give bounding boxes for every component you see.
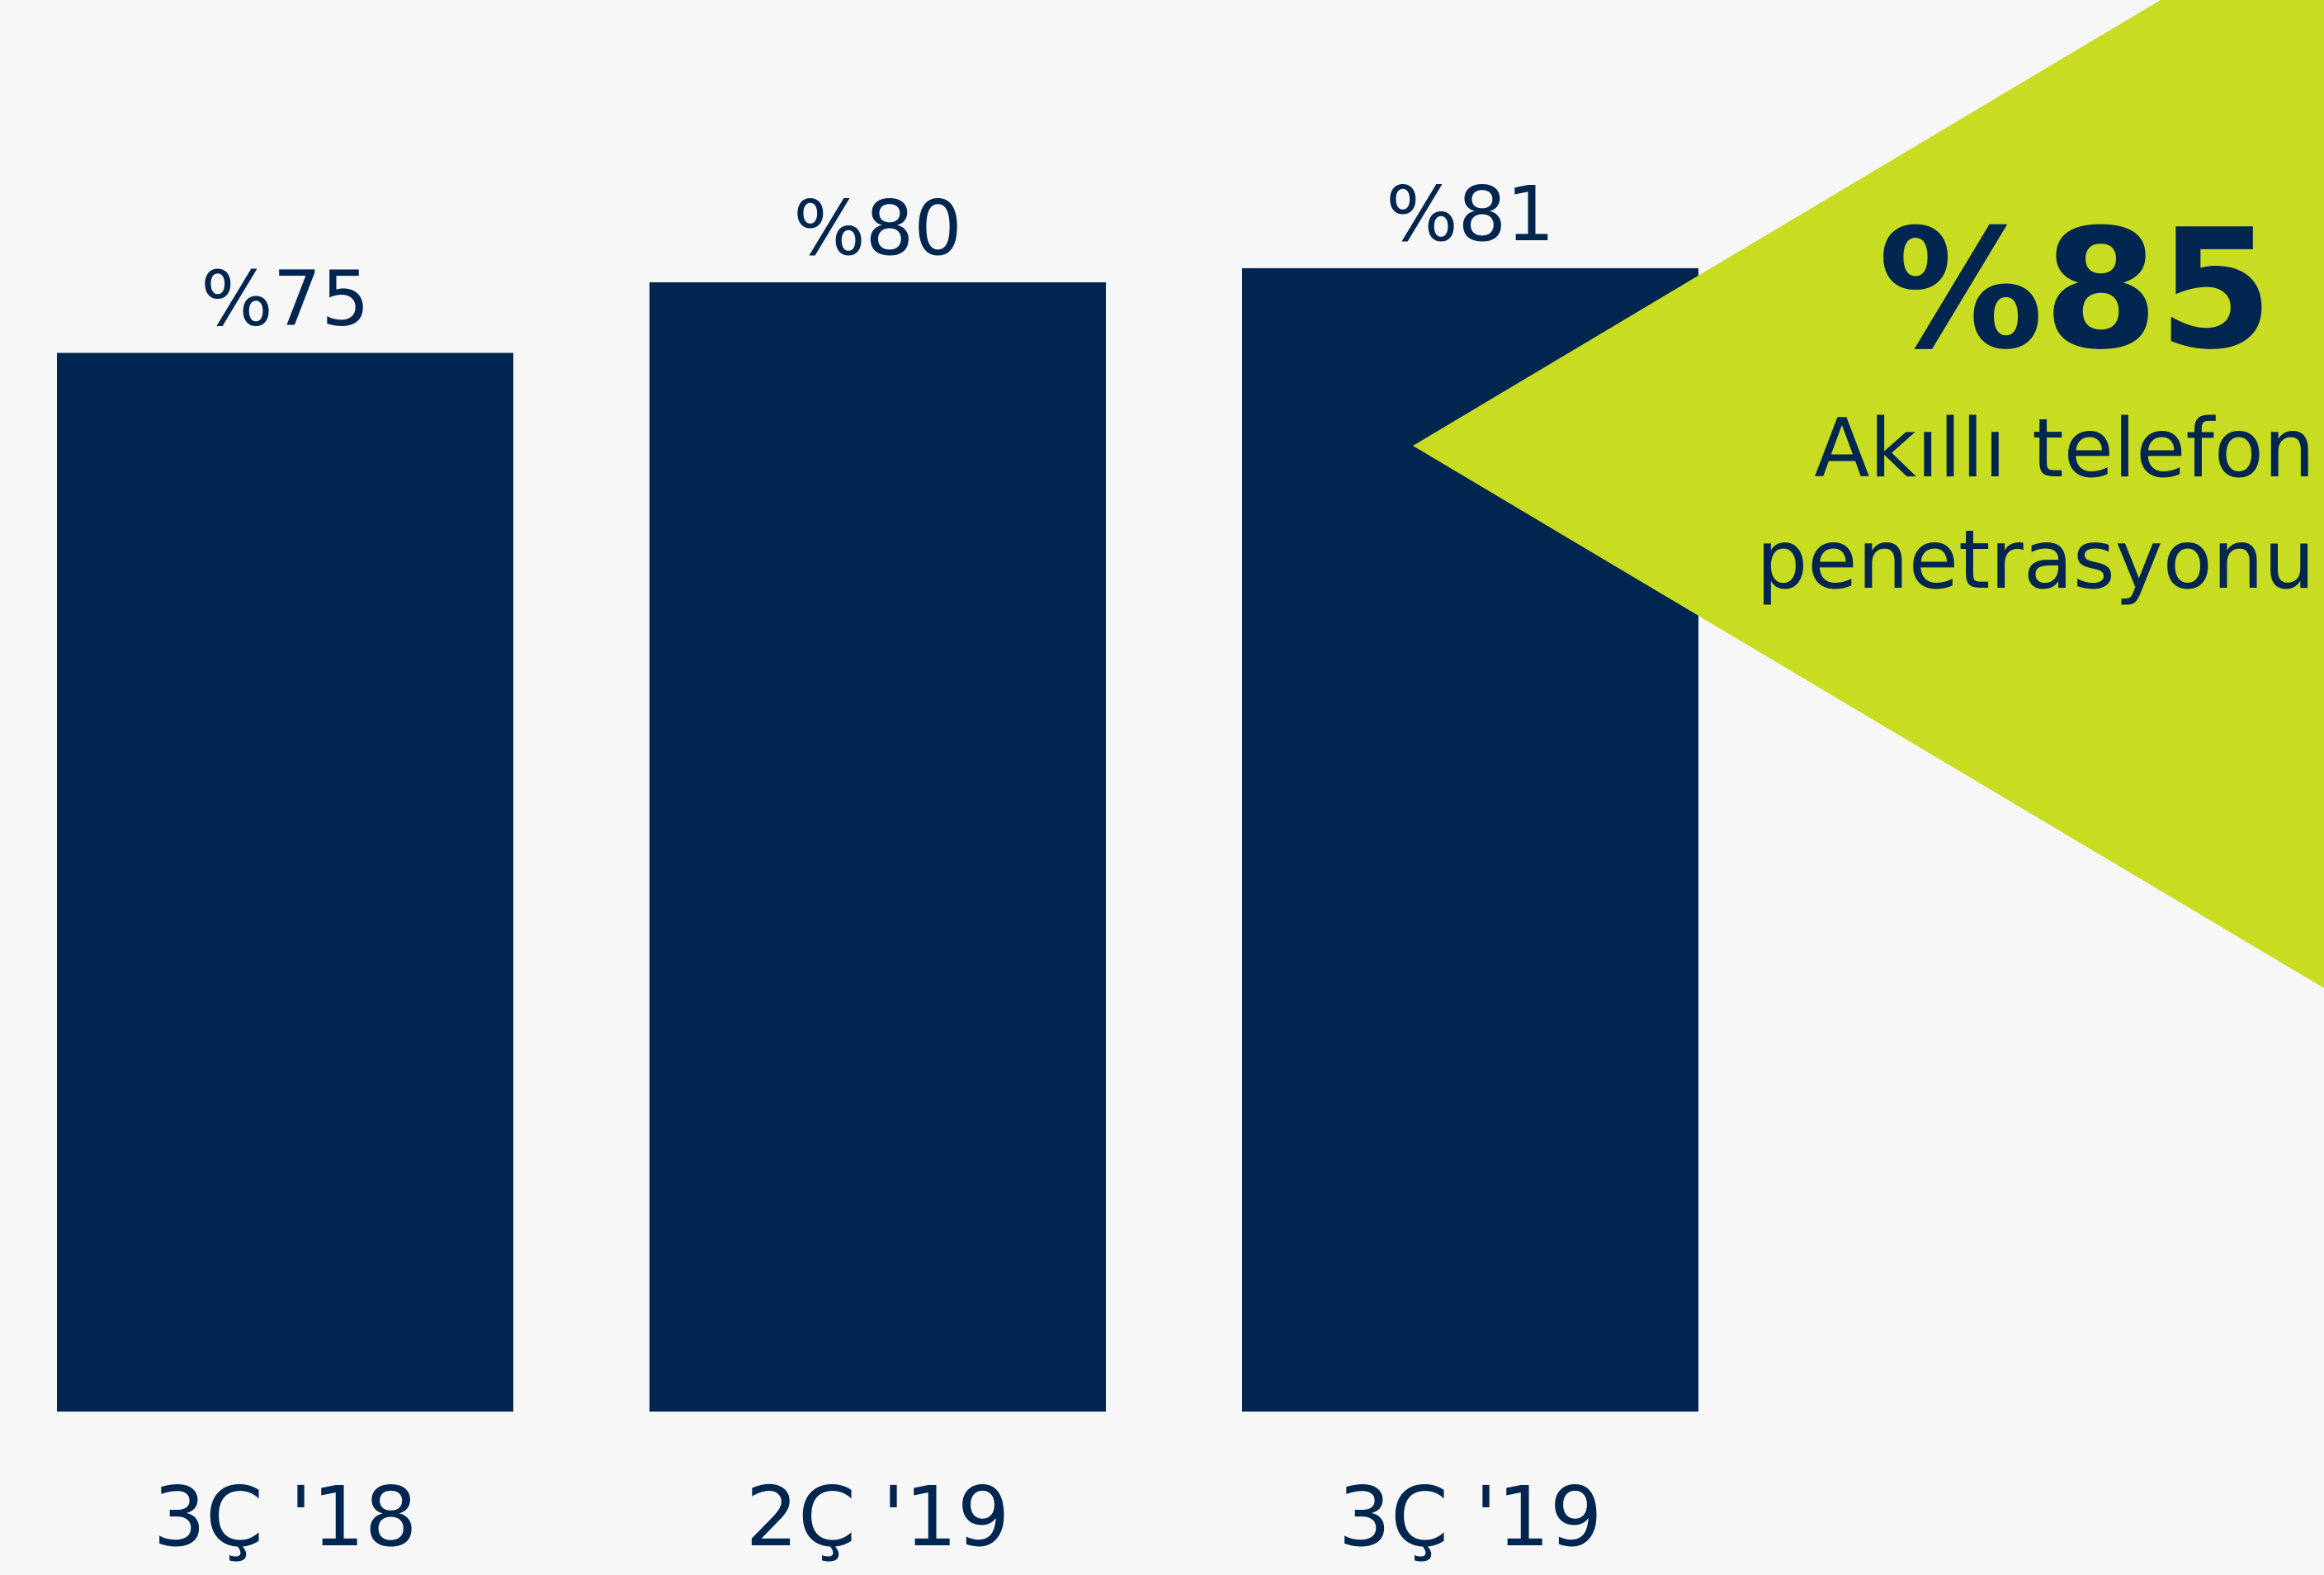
x-tick-label: 3Ç '19	[1339, 1469, 1603, 1565]
bar	[57, 352, 513, 1412]
callout-line-2: penetrasyonu	[1756, 513, 2315, 608]
bar-value-label: %80	[793, 184, 961, 272]
callout-line-1: Akıllı telefon	[1814, 402, 2315, 496]
x-tick-label: 2Ç '19	[746, 1469, 1010, 1565]
x-tick-label: 3Ç '18	[154, 1469, 418, 1565]
callout-value: %85	[1878, 194, 2274, 386]
bar-value-label: %75	[201, 255, 369, 343]
callout: %85 Akıllı telefon penetrasyonu	[1413, 0, 2324, 988]
bar	[649, 282, 1106, 1412]
bars-layer: %75 3Ç '18 %80 2Ç '19 %81 3Ç '19	[57, 170, 1698, 1565]
bar-value-label: %81	[1386, 170, 1554, 258]
callout-arrow-shape	[1413, 0, 2324, 988]
